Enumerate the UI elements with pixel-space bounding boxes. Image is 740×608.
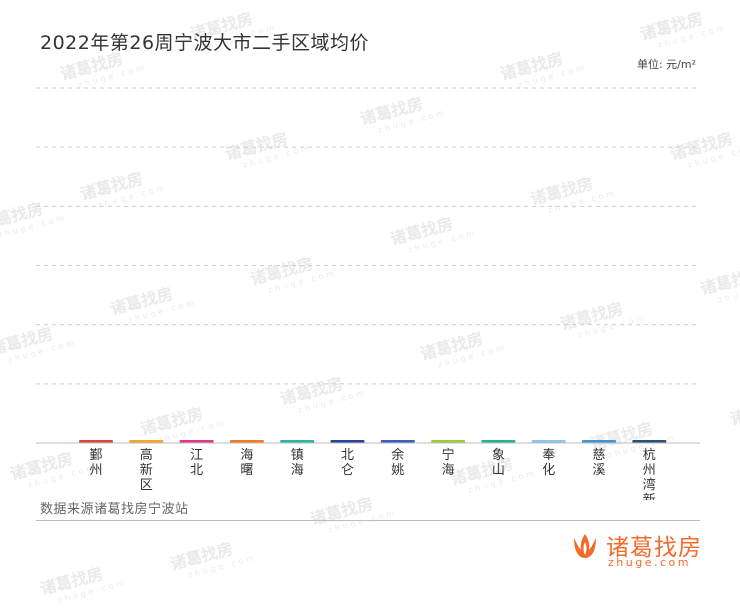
- x-tick-label: 鄞州: [89, 448, 102, 478]
- bar-宁海: [431, 440, 466, 443]
- data-source: 数据来源诸葛找房宁波站: [40, 502, 189, 517]
- x-tick-label: 象山: [492, 448, 505, 478]
- x-tick-label: 慈溪: [592, 448, 605, 478]
- bar-海曙: [229, 440, 264, 443]
- bar-余姚: [380, 440, 415, 443]
- bar-象山: [481, 440, 516, 443]
- bar-北仑: [330, 440, 365, 443]
- flame-icon: [574, 534, 596, 558]
- brand-domain: zhuge.com: [608, 556, 691, 569]
- x-tick-label: 杭州湾新区: [643, 448, 656, 500]
- x-tick-label: 余姚: [391, 447, 404, 478]
- bar-鄞州: [79, 440, 113, 443]
- brand-name: 诸葛找房: [606, 535, 702, 561]
- bar-江北: [179, 440, 214, 443]
- x-tick-label: 海曙: [240, 448, 253, 478]
- x-tick-label: 高新区: [140, 447, 153, 493]
- x-tick-label: 宁海: [442, 447, 455, 478]
- bar-chart: 鄞州 高新区 江北 海曙 镇海 北仑 余姚 宁海 象山 奉化 慈溪 杭州湾新区: [36, 87, 700, 500]
- bar-镇海: [280, 440, 315, 443]
- x-tick-label: 江北: [190, 448, 203, 478]
- brand-logo: 诸葛找房 zhuge.com: [570, 528, 702, 572]
- x-tick-label: 镇海: [291, 448, 304, 478]
- x-tick-label: 奉化: [542, 448, 555, 478]
- chart-title: 2022年第26周宁波大市二手区域均价: [40, 32, 370, 54]
- unit-label: 单位: 元/m²: [636, 58, 696, 71]
- bar-奉化: [531, 440, 566, 443]
- bar-杭州湾新区: [632, 440, 667, 443]
- footer-divider: [36, 520, 700, 521]
- bar-慈溪: [582, 440, 616, 443]
- bar-高新区: [129, 440, 164, 443]
- x-tick-label: 北仑: [341, 448, 354, 478]
